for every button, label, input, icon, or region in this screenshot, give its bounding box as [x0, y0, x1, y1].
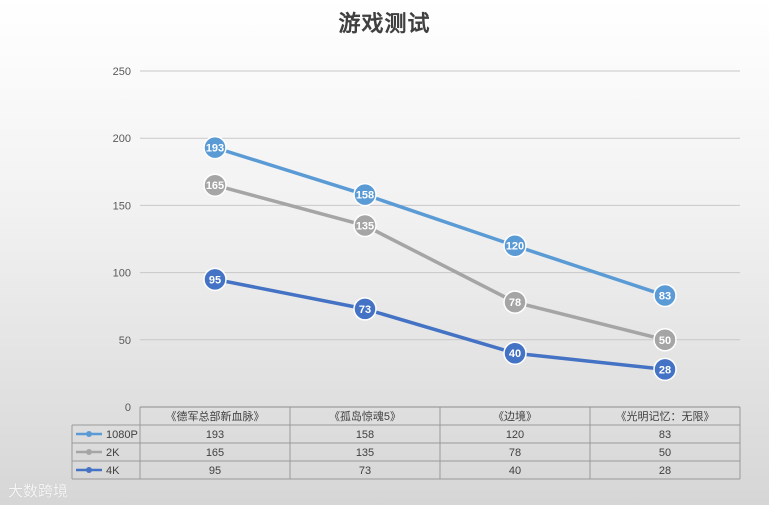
y-tick-label: 0	[125, 402, 131, 414]
data-label: 40	[509, 348, 521, 360]
y-tick-label: 50	[119, 335, 131, 347]
x-category-label: 《德军总部新血脉》	[166, 409, 265, 423]
x-category-label: 《边境》	[493, 409, 537, 423]
data-label: 165	[206, 180, 224, 192]
legend-entry-2k: 2K	[106, 447, 120, 459]
data-label: 83	[659, 290, 671, 302]
table-value-cell: 135	[356, 447, 374, 459]
table-value-cell: 193	[206, 429, 224, 441]
data-point-marker	[203, 173, 227, 197]
legend-entry-4k: 4K	[106, 465, 120, 477]
data-label: 78	[509, 297, 521, 309]
legend-key-marker	[86, 431, 92, 437]
table-value-cell: 28	[659, 465, 671, 477]
data-point-marker	[503, 233, 527, 258]
legend-key-marker	[86, 467, 92, 473]
watermark-logo: 大数跨境	[8, 482, 69, 500]
data-point-marker	[353, 213, 377, 238]
data-label: 135	[356, 221, 374, 233]
data-point-marker	[203, 135, 227, 160]
data-label: 193	[206, 143, 224, 155]
data-label: 95	[209, 274, 221, 286]
data-point-marker	[653, 283, 677, 308]
y-tick-label: 250	[113, 66, 131, 78]
data-point-marker	[503, 341, 527, 365]
table-value-cell: 158	[356, 429, 374, 441]
data-label: 50	[659, 335, 671, 347]
y-tick-label: 150	[113, 200, 131, 212]
y-tick-label: 200	[113, 133, 131, 145]
table-value-cell: 50	[659, 447, 671, 459]
table-value-cell: 83	[659, 429, 671, 441]
table-value-cell: 78	[509, 447, 521, 459]
x-category-label: 《孤岛惊魂5》	[329, 409, 401, 423]
table-value-cell: 165	[206, 447, 224, 459]
y-tick-label: 100	[113, 268, 131, 280]
data-point-marker	[203, 267, 227, 292]
data-point-marker	[503, 290, 527, 314]
data-point-marker	[653, 357, 677, 382]
chart-title: 游戏测试	[338, 12, 431, 37]
data-point-marker	[353, 297, 377, 321]
table-value-cell: 73	[359, 465, 371, 477]
data-label: 158	[356, 190, 374, 202]
table-value-cell: 120	[506, 429, 524, 441]
data-point-marker	[653, 328, 677, 352]
series-line-1080p	[214, 145, 666, 298]
data-point-marker	[353, 182, 377, 207]
series-line-2k	[214, 183, 666, 342]
data-label: 120	[506, 241, 524, 253]
series-line-4k	[214, 277, 666, 372]
x-category-label: 《光明记忆：无限》	[616, 409, 715, 423]
legend-key-marker	[86, 449, 92, 455]
data-label: 73	[359, 304, 371, 316]
data-label: 28	[659, 364, 671, 376]
table-value-cell: 95	[209, 465, 221, 477]
legend-entry-1080p: 1080P	[106, 429, 138, 441]
table-value-cell: 40	[509, 465, 521, 477]
